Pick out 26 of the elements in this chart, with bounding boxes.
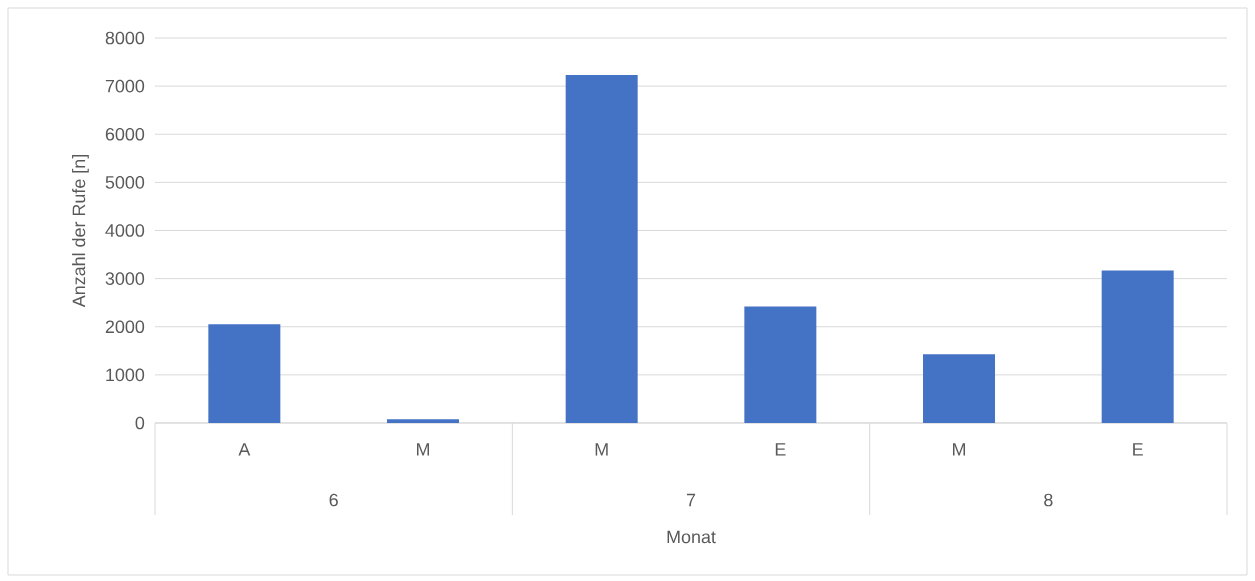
bar bbox=[744, 306, 817, 423]
bar bbox=[565, 75, 638, 423]
bar bbox=[923, 354, 996, 423]
y-tick-label: 0 bbox=[135, 416, 145, 430]
x-tick-label: M bbox=[417, 443, 430, 456]
y-tick-label: 3000 bbox=[105, 272, 145, 285]
y-tick-label: 5000 bbox=[105, 176, 145, 189]
y-tick-label: 1000 bbox=[106, 368, 145, 382]
y-axis-title: Anzahl der Rufe [n] bbox=[72, 155, 89, 308]
x-tick-label: M bbox=[595, 443, 608, 456]
x-tick-label: E bbox=[775, 443, 786, 456]
y-tick-label: 4000 bbox=[105, 224, 145, 237]
x-tick-label: E bbox=[1133, 443, 1143, 456]
y-tick-label: 2000 bbox=[105, 320, 145, 334]
y-tick-label: 6000 bbox=[105, 127, 145, 141]
bar bbox=[208, 324, 281, 423]
x-tick-label: M bbox=[953, 443, 966, 456]
bar bbox=[1101, 270, 1174, 423]
text: 7 bbox=[686, 493, 696, 507]
bar bbox=[387, 419, 460, 423]
text: 8 bbox=[1044, 493, 1053, 507]
x-axis-title: Monat bbox=[667, 530, 716, 544]
text: 6 bbox=[329, 493, 338, 507]
y-tick-label: 8000 bbox=[105, 31, 145, 45]
x-tick-label: A bbox=[238, 443, 251, 456]
y-tick-label: 7000 bbox=[105, 79, 145, 93]
